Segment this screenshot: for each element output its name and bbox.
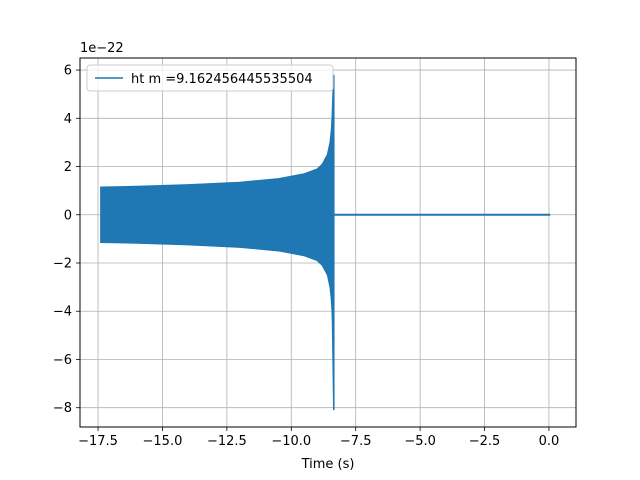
y-tick-label: −8: [53, 401, 72, 416]
y-tick-label: 6: [64, 64, 72, 79]
series-inspiral-band: [100, 108, 334, 321]
series-merger-peak: [331, 74, 335, 411]
y-tick-label: 4: [64, 112, 72, 127]
x-tick-label: −2.5: [469, 434, 501, 449]
axes-frame: [79, 57, 577, 428]
x-axis-label: Time (s): [301, 457, 355, 472]
x-tick-label: −7.5: [340, 434, 372, 449]
y-tick-label: 0: [64, 208, 72, 223]
legend-box: [86, 64, 334, 92]
x-tick-label: −10.0: [271, 434, 311, 449]
y-axis-ticks: −8 −6 −4 −2 0 2 4 6: [53, 64, 80, 416]
x-tick-label: −15.0: [143, 434, 183, 449]
x-tick-label: −17.5: [78, 434, 118, 449]
legend-label: ht m =9.162456445535504: [131, 72, 313, 87]
y-tick-label: 2: [64, 160, 72, 175]
legend: ht m =9.162456445535504: [86, 64, 334, 92]
y-offset-label: 1e−22: [80, 41, 124, 56]
x-tick-label: −5.0: [404, 434, 436, 449]
x-axis-ticks: −17.5 −15.0 −12.5 −10.0 −7.5 −5.0 −2.5 0.0: [78, 427, 559, 449]
x-tick-label: −12.5: [207, 434, 247, 449]
y-tick-label: −2: [53, 257, 72, 272]
series-layer: [100, 74, 551, 411]
y-tick-label: −6: [53, 353, 72, 368]
x-tick-label: 0.0: [539, 434, 560, 449]
y-tick-label: −4: [53, 305, 72, 320]
